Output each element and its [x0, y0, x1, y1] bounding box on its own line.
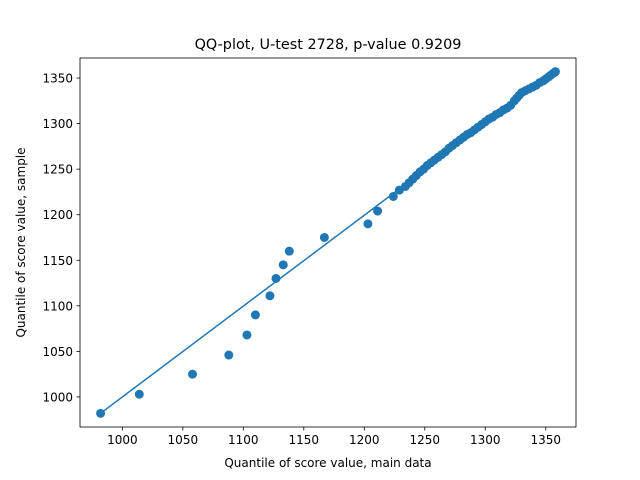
y-tick-label: 1250 — [42, 163, 73, 177]
data-point — [550, 67, 560, 77]
x-axis: 1000 1050 1100 1150 1200 1250 1300 1350 — [107, 427, 561, 447]
y-tick-label: 1100 — [42, 299, 73, 313]
y-axis: 1000 1050 1100 1150 1200 1250 1300 1350 — [42, 72, 80, 404]
data-point — [284, 246, 294, 256]
plot-area — [96, 67, 560, 418]
axes-frame — [79, 57, 577, 428]
y-axis-label: Quantile of score value, sample — [14, 147, 28, 337]
x-tick-label: 1150 — [289, 433, 320, 447]
data-point — [271, 273, 281, 283]
data-point — [96, 408, 106, 418]
x-tick-label: 1100 — [228, 433, 259, 447]
data-point — [242, 330, 252, 340]
x-tick-label: 1050 — [168, 433, 199, 447]
y-tick-label: 1050 — [42, 345, 73, 359]
data-point — [319, 232, 329, 242]
data-point — [388, 191, 398, 201]
data-point — [278, 260, 288, 270]
data-point — [224, 350, 234, 360]
x-tick-label: 1350 — [530, 433, 561, 447]
y-tick-label: 1000 — [42, 390, 73, 404]
y-tick-label: 1300 — [42, 117, 73, 131]
data-point — [265, 291, 275, 301]
data-point — [250, 310, 260, 320]
y-tick-label: 1350 — [42, 72, 73, 86]
x-tick-label: 1300 — [470, 433, 501, 447]
data-point — [363, 219, 373, 229]
chart-title: QQ-plot, U-test 2728, p-value 0.9209 — [195, 37, 462, 53]
data-point — [373, 206, 383, 216]
x-axis-label: Quantile of score value, main data — [224, 456, 431, 470]
data-point — [188, 369, 198, 379]
x-tick-label: 1000 — [107, 433, 138, 447]
y-tick-label: 1200 — [42, 208, 73, 222]
data-point — [134, 389, 144, 399]
x-tick-label: 1200 — [349, 433, 380, 447]
x-tick-label: 1250 — [410, 433, 441, 447]
y-tick-label: 1150 — [42, 254, 73, 268]
